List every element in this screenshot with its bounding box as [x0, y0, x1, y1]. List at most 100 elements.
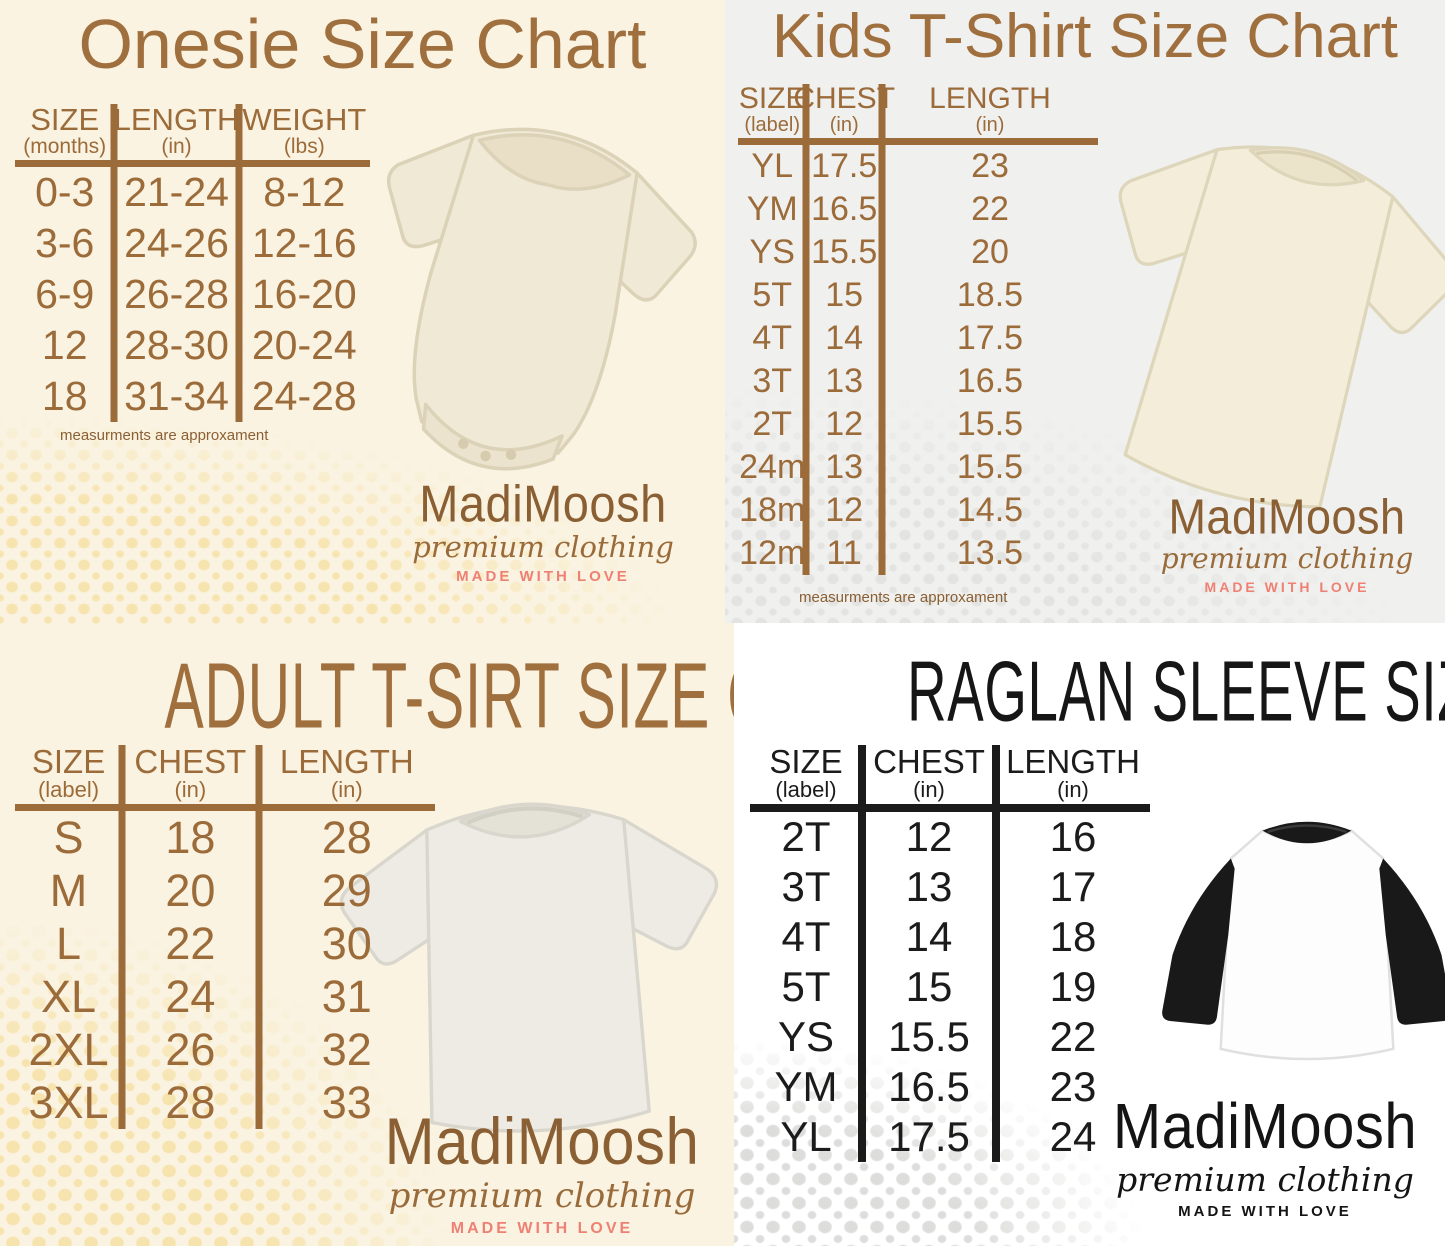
- table-cell: 13: [825, 448, 864, 487]
- table-column-divider: [110, 104, 118, 423]
- brand-name: MadiMoosh: [1168, 488, 1406, 545]
- kids-tshirt-photo: [1118, 145, 1445, 509]
- halftone-dots: [0, 400, 720, 625]
- brand-tagline: premium clothing: [412, 530, 674, 564]
- table-body: YL 17.5 23 YM 16.5 22 YS 15.5 20 5T 15 18.5 4T 14 17.5…: [738, 145, 1098, 575]
- brand-motto: MADE WITH LOVE: [1178, 1202, 1352, 1220]
- table-row: 12m 11 13.5: [738, 532, 1098, 575]
- table-row: 4T 14 18: [750, 912, 1150, 962]
- column-header-length: LENGTH (in): [114, 104, 240, 158]
- table-cell: 16.5: [888, 1063, 970, 1111]
- column-unit: (label): [37, 776, 100, 802]
- brand-tagline: premium clothing: [388, 1176, 696, 1216]
- table-column-divider: [802, 84, 810, 575]
- title-text: RAGLAN SLEEVE SIZE CHART: [907, 642, 1445, 740]
- column-header-length: LENGTH (in): [882, 83, 1098, 135]
- table-cell: 16: [1049, 813, 1097, 861]
- table-cell: 15.5: [888, 1013, 970, 1061]
- table-cell: 17.5: [888, 1113, 970, 1161]
- table-body: 2T 12 16 3T 13 17 4T 14 18 5T 15 19 YS 15.5 22 YM 16.5 23…: [750, 812, 1150, 1162]
- column-header-weight: WEIGHT (lbs): [239, 104, 370, 157]
- adult-size-table: SIZE (label) CHEST (in) LENGTH (in) S 18 28 M 2…: [15, 743, 435, 1130]
- table-cell: 28: [321, 812, 372, 864]
- brand-tagline: premium clothing: [1116, 1160, 1414, 1199]
- column-header-size: SIZE (months): [15, 104, 114, 157]
- table-cell: 20: [165, 865, 216, 917]
- table-cell: 15.5: [956, 405, 1024, 444]
- baby-onesie-photo: [386, 127, 697, 471]
- table-cell: 14.5: [956, 491, 1024, 530]
- column-header-chest: CHEST (in): [862, 745, 996, 801]
- table-cell: 12-16: [251, 220, 357, 267]
- table-cell: 0-3: [35, 169, 95, 216]
- table-row: 4T 14 17.5: [738, 317, 1098, 360]
- table-cell: 28: [165, 1077, 216, 1129]
- onesie-quadrant: Onesie Size Chart SIZE (months) LENGTH (in…: [0, 0, 725, 625]
- table-row: 2T 12 16: [750, 812, 1150, 862]
- table-cell: 18.5: [956, 276, 1024, 315]
- column-label: SIZE: [738, 82, 806, 115]
- table-body: S 18 28 M 20 29 L 22 30 XL 24 31 2XL 26 32 3XL 28 33: [15, 811, 435, 1129]
- table-cell: 5T: [781, 963, 831, 1011]
- table-row: YM 16.5 22: [738, 188, 1098, 231]
- table-row: 12 28-30 20-24: [15, 320, 370, 371]
- brand-tagline: premium clothing: [1160, 542, 1414, 575]
- table-cell: 29: [321, 865, 372, 917]
- table-cell: YL: [780, 1113, 832, 1161]
- table-cell: 31-34: [124, 373, 229, 420]
- adult-tshirt-quadrant: ADULT T-SIRT SIZE CHART SIZE(label) CHES…: [0, 625, 734, 1246]
- table-cell: 23: [971, 147, 1009, 186]
- adult-chart-title: ADULT T-SIRT SIZE CHART: [0, 647, 734, 744]
- table-cell: 3T: [752, 362, 793, 401]
- column-header-chest: CHEST (in): [122, 745, 259, 801]
- table-row: 18m 12 14.5: [738, 489, 1098, 532]
- column-unit: (in): [829, 113, 859, 136]
- table-cell: 22: [165, 918, 216, 970]
- table-row: YM 16.5 23: [750, 1062, 1150, 1112]
- table-row: 24m 13 15.5: [738, 446, 1098, 489]
- table-row: L 22 30: [15, 917, 435, 970]
- column-unit: (months): [23, 134, 107, 158]
- table-cell: 20: [971, 233, 1009, 272]
- table-cell: 33: [321, 1077, 372, 1129]
- column-label: SIZE: [769, 743, 843, 780]
- table-row: XL 24 31: [15, 970, 435, 1023]
- table-row: 3T 13 16.5: [738, 360, 1098, 403]
- table-cell: 13.5: [956, 534, 1024, 573]
- table-cell: 11: [826, 534, 862, 573]
- column-unit: (in): [161, 134, 192, 158]
- table-cell: 4T: [752, 319, 793, 358]
- table-cell: 32: [321, 1024, 372, 1076]
- column-label: SIZE: [31, 743, 106, 780]
- table-cell: 23: [1049, 1063, 1097, 1111]
- table-cell: 12: [825, 491, 864, 530]
- table-cell: 22: [1049, 1013, 1097, 1061]
- table-cell: M: [49, 865, 88, 917]
- table-cell: XL: [41, 971, 97, 1023]
- table-cell: 3-6: [35, 220, 95, 267]
- table-cell: 2T: [752, 405, 793, 444]
- table-cell: 5T: [752, 276, 793, 315]
- table-row: 5T 15 19: [750, 962, 1150, 1012]
- brand-name: MadiMoosh: [384, 1104, 700, 1179]
- column-unit: (in): [330, 776, 363, 802]
- table-cell: 12: [825, 405, 864, 444]
- table-cell: 22: [971, 190, 1009, 229]
- table-cell: 13: [825, 362, 864, 401]
- table-row: 3XL 28 33: [15, 1076, 435, 1129]
- brand-name: MadiMoosh: [419, 474, 667, 533]
- table-row: 2XL 26 32: [15, 1023, 435, 1076]
- kids-chart-title: Kids T-Shirt Size Chart: [725, 4, 1445, 69]
- table-cell: 17.5: [811, 147, 878, 186]
- table-cell: YL: [751, 147, 793, 186]
- table-cell: 8-12: [263, 169, 346, 216]
- table-cell: 13: [905, 863, 953, 911]
- table-cell: 24-28: [251, 373, 357, 420]
- table-row: S 18 28: [15, 811, 435, 864]
- table-cell: 15: [905, 963, 953, 1011]
- table-body: 0-3 21-24 8-12 3-6 24-26 12-16 6-9 26-28 16-20 12…: [15, 167, 370, 422]
- measurement-note: measurments are approxament: [60, 427, 269, 444]
- table-cell: 31: [321, 971, 372, 1023]
- table-cell: 12m: [739, 534, 806, 573]
- column-label: LENGTH: [1006, 743, 1140, 780]
